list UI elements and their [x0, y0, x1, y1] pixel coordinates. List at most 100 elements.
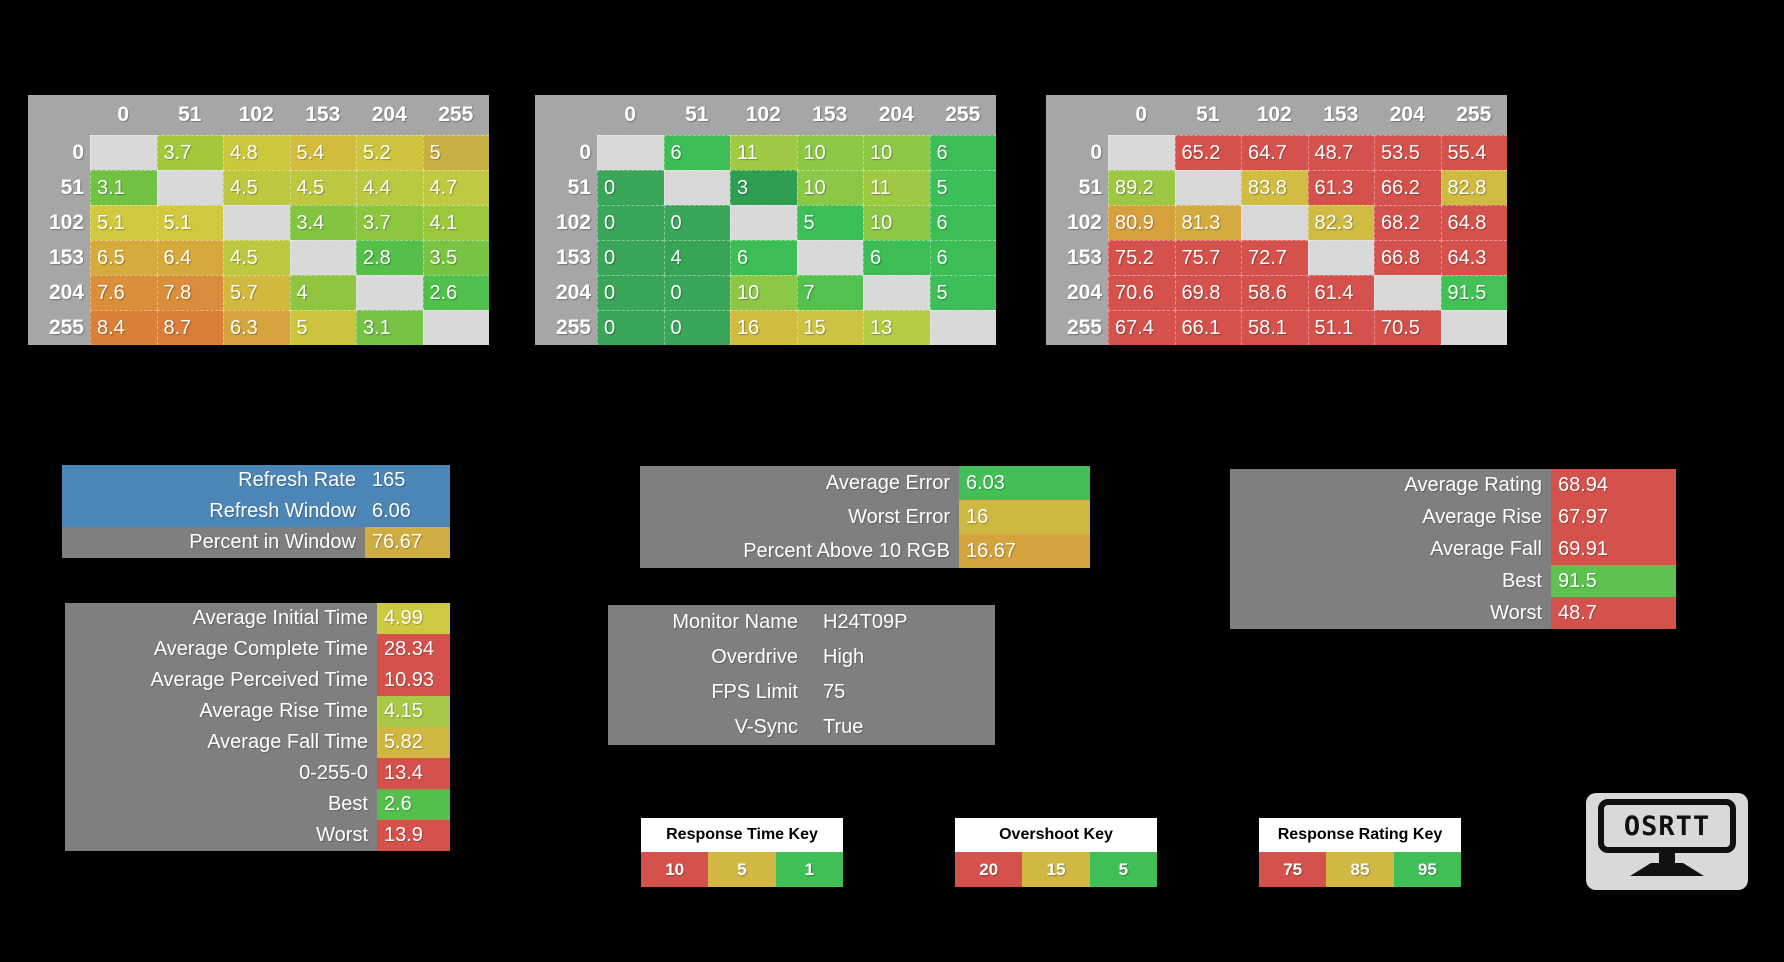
stat-label: Monitor Name — [672, 611, 798, 633]
heatmap-cell: 66.2 — [1374, 170, 1441, 205]
heatmap-col-header: 255 — [438, 103, 474, 126]
heatmap-cell: 72.7 — [1241, 240, 1308, 275]
heatmap-cell: 5 — [929, 275, 996, 310]
stat-label: Average Perceived Time — [65, 665, 377, 696]
key-cell: 85 — [1326, 852, 1394, 887]
heatmap-cell: 3.1 — [356, 310, 423, 345]
average-error-panel: Average Error 6.03 Worst Error 16 Percent Ab… — [640, 466, 1090, 568]
stat-row: Worst Error 16 — [640, 500, 1090, 534]
stat-row: Percent Above 10 RGB 16.67 — [640, 534, 1090, 568]
response-rating-key: Response Rating Key 75 85 95 — [1259, 818, 1461, 887]
heatmap-cell: 64.7 — [1241, 135, 1308, 170]
heatmap-cell: 15 — [796, 310, 863, 345]
heatmap-cell — [597, 135, 664, 170]
heatmap-col-header: 51 — [1196, 103, 1220, 126]
stat-value: 4.99 — [377, 603, 450, 634]
stat-value: 28.34 — [377, 634, 450, 665]
heatmap-cell: 5.1 — [156, 205, 223, 240]
stat-label: V-Sync — [734, 716, 798, 738]
stat-label: Refresh Rate — [62, 465, 365, 496]
heatmap-cell — [223, 205, 290, 240]
heatmap-cell: 48.7 — [1307, 135, 1374, 170]
heatmap-cell: 6 — [929, 205, 996, 240]
heatmap-row-header: 204 — [48, 280, 84, 304]
monitor-info-panel: Monitor Name H24T09P Overdrive High FPS Limi… — [608, 605, 995, 745]
heatmap-cell: 10 — [730, 275, 797, 310]
heatmap-cell: 4.1 — [422, 205, 489, 240]
stat-value: 69.91 — [1551, 533, 1676, 565]
heatmap-cell: 75.2 — [1108, 240, 1175, 275]
heatmap-cell: 64.3 — [1440, 240, 1507, 275]
heatmap-cell — [1440, 310, 1507, 345]
heatmap-cell: 5.7 — [223, 275, 290, 310]
stat-row: Average Rating 68.94 — [1230, 469, 1676, 501]
heatmap-cell: 6 — [663, 135, 730, 170]
heatmap-cell: 81.3 — [1174, 205, 1241, 240]
refresh-rate-panel: Refresh Rate 165 Refresh Window 6.06 Percent… — [62, 465, 450, 558]
heatmap-cell — [1174, 170, 1241, 205]
stat-label: Average Rise — [1230, 501, 1551, 533]
heatmap-cell: 0 — [663, 310, 730, 345]
heatmap-cell: 4.4 — [356, 170, 423, 205]
heatmap-cell: 5 — [289, 310, 356, 345]
monitor-stand-neck — [1659, 853, 1675, 863]
heatmap-col-header: 255 — [1456, 103, 1492, 126]
heatmap-row-header: 51 — [60, 175, 84, 199]
heatmap-cell: 64.8 — [1440, 205, 1507, 240]
stat-row: Best 2.6 — [65, 789, 450, 820]
stat-label: Average Fall — [1230, 533, 1551, 565]
heatmap-cell: 0 — [597, 240, 664, 275]
heatmap-cell: 4 — [663, 240, 730, 275]
heatmap-cell: 68.2 — [1374, 205, 1441, 240]
heatmap-cell: 4.5 — [223, 170, 290, 205]
heatmap-cell: 61.4 — [1307, 275, 1374, 310]
stat-value: 16.67 — [959, 534, 1090, 568]
stat-label: Percent Above 10 RGB — [640, 534, 959, 568]
heatmap-cell: 6.5 — [90, 240, 157, 275]
key-title: Overshoot Key — [955, 818, 1157, 852]
stat-label: Worst — [1230, 597, 1551, 629]
stat-row: Best 91.5 — [1230, 565, 1676, 597]
heatmap-cell — [863, 275, 930, 310]
heatmap-cell: 4.5 — [223, 240, 290, 275]
heatmap-corner — [535, 95, 597, 135]
heatmap-cell: 3 — [730, 170, 797, 205]
heatmap-cell: 10 — [863, 135, 930, 170]
monitor-stand-base — [1630, 863, 1704, 876]
heatmap-row-header: 0 — [72, 140, 84, 164]
stat-label: Average Initial Time — [65, 603, 377, 634]
heatmap-cell: 0 — [663, 275, 730, 310]
stat-label: Refresh Window — [62, 496, 365, 527]
heatmap-cell: 67.4 — [1108, 310, 1175, 345]
stat-label: 0-255-0 — [65, 758, 377, 789]
osrtt-logo: OSRTT — [1586, 793, 1748, 890]
stat-row: Average Complete Time 28.34 — [65, 634, 450, 665]
stat-row: 0-255-0 13.4 — [65, 758, 450, 789]
heatmap-col-header: 153 — [305, 103, 341, 126]
stat-value: 165 — [365, 465, 450, 496]
stat-value: 75 — [823, 681, 846, 703]
stat-label: Average Error — [640, 466, 959, 500]
heatmap-cell: 2.8 — [356, 240, 423, 275]
heatmap-cell: 4.8 — [223, 135, 290, 170]
heatmap-cell: 66.8 — [1374, 240, 1441, 275]
heatmap-cell: 5.4 — [289, 135, 356, 170]
heatmap-cell — [156, 170, 223, 205]
stat-row: Percent in Window 76.67 — [62, 527, 450, 558]
stat-label: Average Rating — [1230, 469, 1551, 501]
heatmap-row-header: 204 — [1066, 280, 1102, 304]
heatmap-col-header: 204 — [878, 103, 914, 126]
heatmap-cell: 70.6 — [1108, 275, 1175, 310]
heatmap-cell: 16 — [730, 310, 797, 345]
heatmap-cell: 70.5 — [1374, 310, 1441, 345]
stat-row: FPS Limit 75 — [608, 675, 995, 710]
stat-label: Best — [1230, 565, 1551, 597]
heatmap-col-header: 153 — [1323, 103, 1359, 126]
heatmap-cell: 51.1 — [1307, 310, 1374, 345]
stat-label: Average Complete Time — [65, 634, 377, 665]
stat-row: Worst 48.7 — [1230, 597, 1676, 629]
heatmap-cell: 89.2 — [1108, 170, 1175, 205]
heatmap-cell: 8.4 — [90, 310, 157, 345]
heatmap-cell — [663, 170, 730, 205]
heatmap-corner — [1046, 95, 1108, 135]
